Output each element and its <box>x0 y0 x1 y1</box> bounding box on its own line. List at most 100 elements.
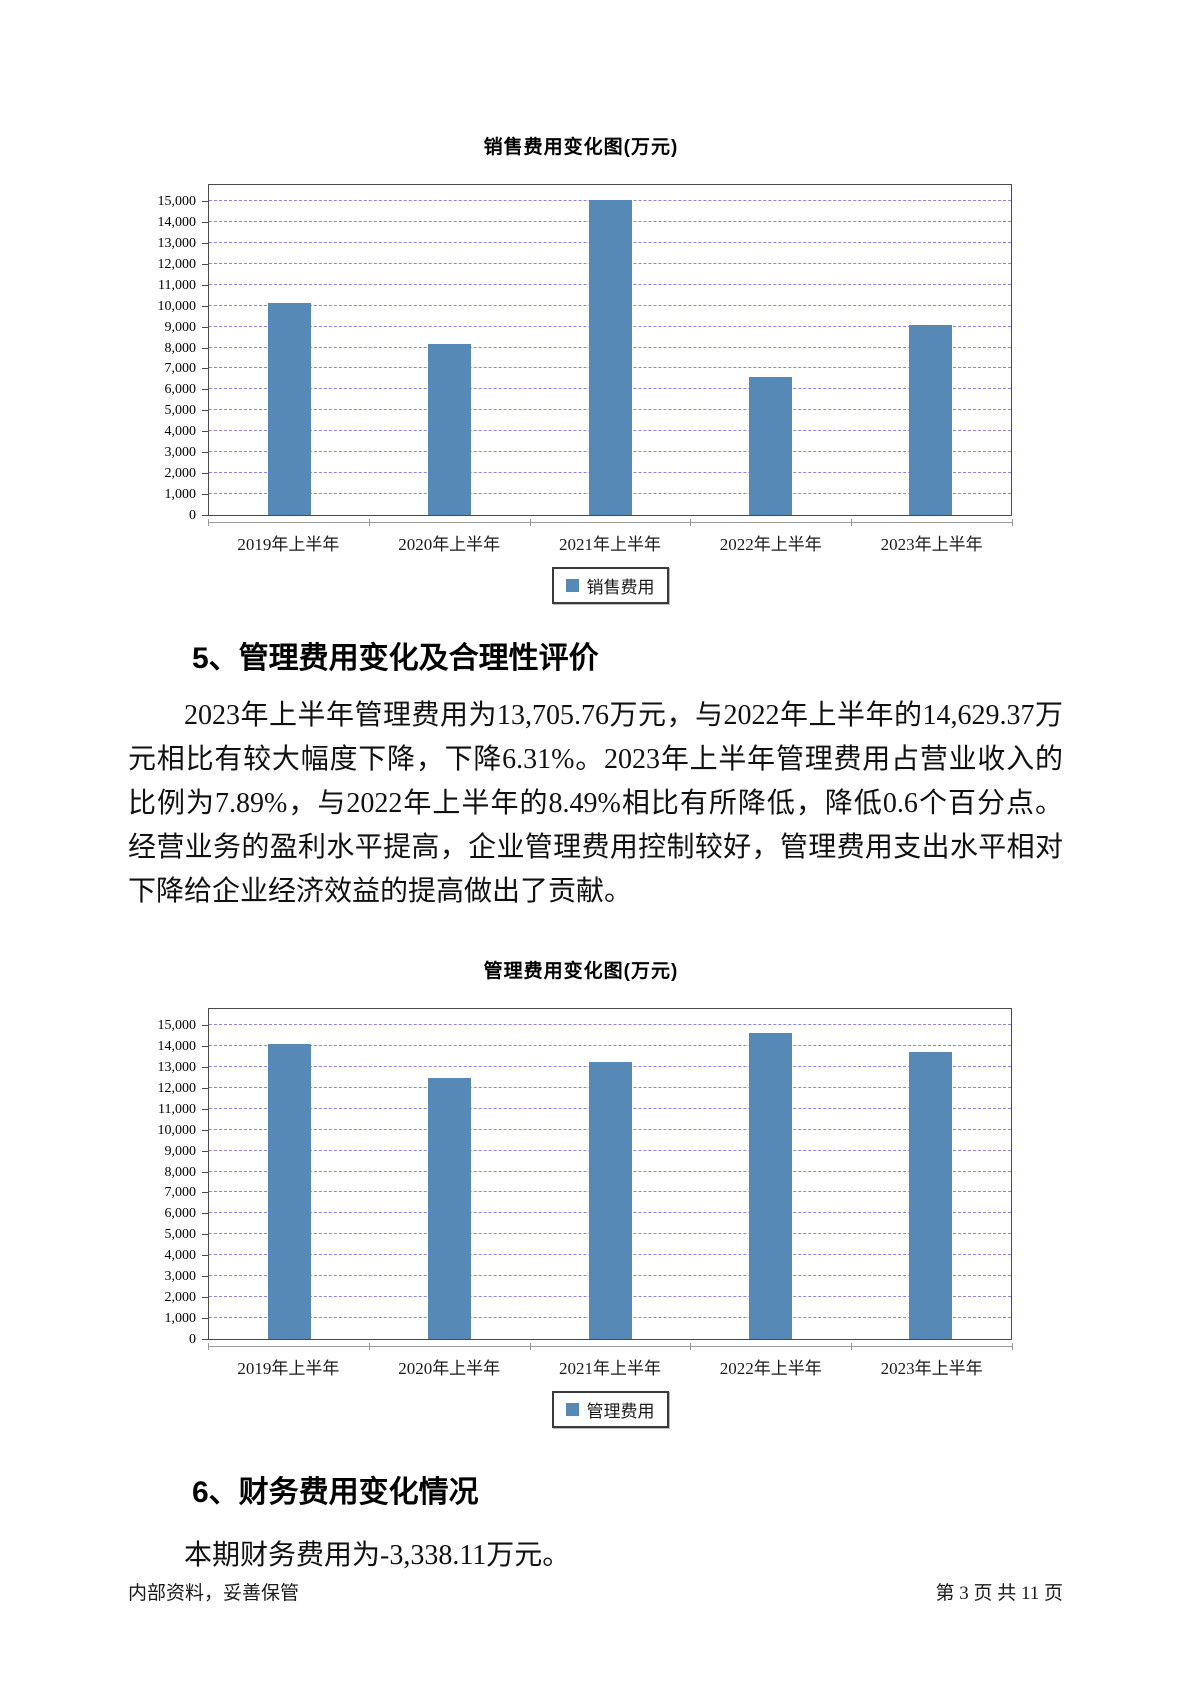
x-axis-label: 2022年上半年 <box>719 535 822 554</box>
y-axis-tick <box>202 515 208 516</box>
bar <box>909 1052 953 1339</box>
y-axis-tick-label: 7,000 <box>164 361 197 377</box>
y-axis-tick-label: 13,000 <box>157 235 197 251</box>
gridline <box>209 1024 1011 1025</box>
bar <box>267 1044 311 1339</box>
y-axis-tick <box>202 410 208 412</box>
y-axis-tick <box>202 201 208 202</box>
x-axis-tick <box>368 1343 370 1350</box>
bar <box>748 1033 792 1339</box>
y-axis-tick-label: 14,000 <box>157 214 197 230</box>
chart-plot-area: 0 1,000 2,000 3,000 4,000 5,000 6,000 7,000 8,00… <box>150 183 1012 523</box>
bar <box>588 200 632 515</box>
bar <box>428 1078 472 1339</box>
x-axis-tick <box>208 1343 209 1350</box>
y-axis-tick <box>202 473 208 475</box>
x-axis-tick <box>1012 519 1013 526</box>
y-axis-tick <box>202 1255 208 1257</box>
x-axis-tick <box>690 519 692 526</box>
plot-frame <box>208 1008 1012 1340</box>
y-axis-tick <box>202 452 208 454</box>
y-axis-tick <box>202 1213 208 1215</box>
y-axis-tick-label: 2,000 <box>164 1290 197 1306</box>
legend-row: 销售费用 <box>208 567 1012 604</box>
y-axis-tick-label: 0 <box>189 508 196 523</box>
y-axis-tick <box>202 1318 208 1320</box>
bar-cell <box>369 1009 529 1339</box>
y-axis-tick <box>202 284 208 286</box>
x-axis-tick <box>851 519 853 526</box>
x-axis-labels: 2019年上半年 2020年上半年 2021年上半年 2022年上半年 2023年上半年 <box>208 530 1012 555</box>
y-axis-tick <box>202 1234 208 1236</box>
legend: 销售费用 <box>551 567 669 604</box>
legend-swatch <box>565 1403 579 1416</box>
y-axis-tick-label: 4,000 <box>164 1248 197 1264</box>
section-6-heading: 6、财务费用变化情况 <box>192 1476 479 1509</box>
y-axis-tick-label: 8,000 <box>164 340 197 356</box>
bar-cell <box>369 185 529 515</box>
y-axis-tick <box>202 1276 208 1278</box>
y-axis-tick <box>202 242 208 244</box>
x-axis-label: 2022年上半年 <box>719 1359 822 1378</box>
y-axis-tick-label: 3,000 <box>164 1269 197 1285</box>
bar-cell <box>690 185 850 515</box>
footer-page-number: 第 3 页 共 11 页 <box>935 1583 1063 1604</box>
y-axis-tick-label: 3,000 <box>164 445 197 461</box>
y-axis-tick-label: 8,000 <box>164 1164 197 1180</box>
y-axis-tick-label: 1,000 <box>164 1311 197 1327</box>
y-axis-tick-label: 10,000 <box>157 1122 197 1138</box>
chart-plot-area: 0 1,000 2,000 3,000 4,000 5,000 6,000 7,000 8,00… <box>150 1007 1012 1347</box>
y-axis-tick <box>202 1025 208 1026</box>
page-footer: 内部资料，妥善保管 第 3 页 共 11 页 <box>128 1578 1063 1605</box>
y-axis-tick-label: 6,000 <box>164 382 197 398</box>
bar-cell <box>851 1009 1011 1339</box>
y-axis-tick <box>202 305 208 307</box>
y-axis-tick <box>202 1297 208 1299</box>
page-content: 销售费用变化图(万元) 0 1,000 2,000 3,000 4,000 5,000 6,0… <box>128 0 1063 1578</box>
y-axis-tick-label: 6,000 <box>164 1206 197 1222</box>
y-axis-tick <box>202 1339 208 1340</box>
y-axis-tick <box>202 326 208 328</box>
x-axis-ruler <box>208 1343 1013 1352</box>
bar <box>748 377 792 515</box>
y-axis-tick <box>202 389 208 391</box>
footer-confidential-note: 内部资料，妥善保管 <box>128 1583 300 1604</box>
y-axis-tick-label: 5,000 <box>164 403 197 419</box>
y-axis-tick-label: 15,000 <box>157 1018 197 1033</box>
y-axis-tick-label: 9,000 <box>164 319 197 335</box>
y-axis-tick <box>202 221 208 223</box>
section-5-paragraph: 2023年上半年管理费用为13,705.76万元，与2022年上半年的14,62… <box>128 700 1063 907</box>
y-axis-tick <box>202 1192 208 1194</box>
bar-cell <box>209 185 369 515</box>
x-axis-labels: 2019年上半年 2020年上半年 2021年上半年 2022年上半年 2023年上半年 <box>208 1354 1012 1379</box>
x-axis-ruler <box>208 519 1013 528</box>
y-axis-tick <box>202 368 208 370</box>
y-axis-tick <box>202 431 208 433</box>
y-axis: 0 1,000 2,000 3,000 4,000 5,000 6,000 7,000 8,00… <box>150 1007 208 1347</box>
bar <box>588 1062 632 1339</box>
y-axis-tick <box>202 1108 208 1110</box>
y-axis-tick-label: 2,000 <box>164 466 197 482</box>
plot-frame <box>208 184 1012 516</box>
bar-cell <box>690 1009 850 1339</box>
y-axis-tick-label: 12,000 <box>157 256 197 272</box>
x-axis-tick <box>1012 1343 1013 1350</box>
legend-row: 管理费用 <box>208 1391 1012 1428</box>
section-6-paragraph: 本期财务费用为-3,338.11万元。 <box>184 1540 571 1571</box>
y-axis-tick-label: 4,000 <box>164 424 197 440</box>
gridline <box>209 1044 1011 1046</box>
y-axis-tick-label: 0 <box>189 1332 196 1347</box>
x-axis-tick <box>690 1343 692 1350</box>
y-axis-tick <box>202 347 208 349</box>
y-axis-tick-label: 1,000 <box>164 487 197 503</box>
y-axis-tick-label: 9,000 <box>164 1143 197 1159</box>
y-axis-tick <box>202 1129 208 1131</box>
chart-title: 销售费用变化图(万元) <box>483 137 679 158</box>
x-axis-tick <box>529 519 531 526</box>
y-axis-tick <box>202 494 208 496</box>
x-axis-label: 2020年上半年 <box>398 535 501 554</box>
y-axis-tick <box>202 1171 208 1173</box>
bar <box>909 325 953 515</box>
y-axis-tick <box>202 1045 208 1047</box>
